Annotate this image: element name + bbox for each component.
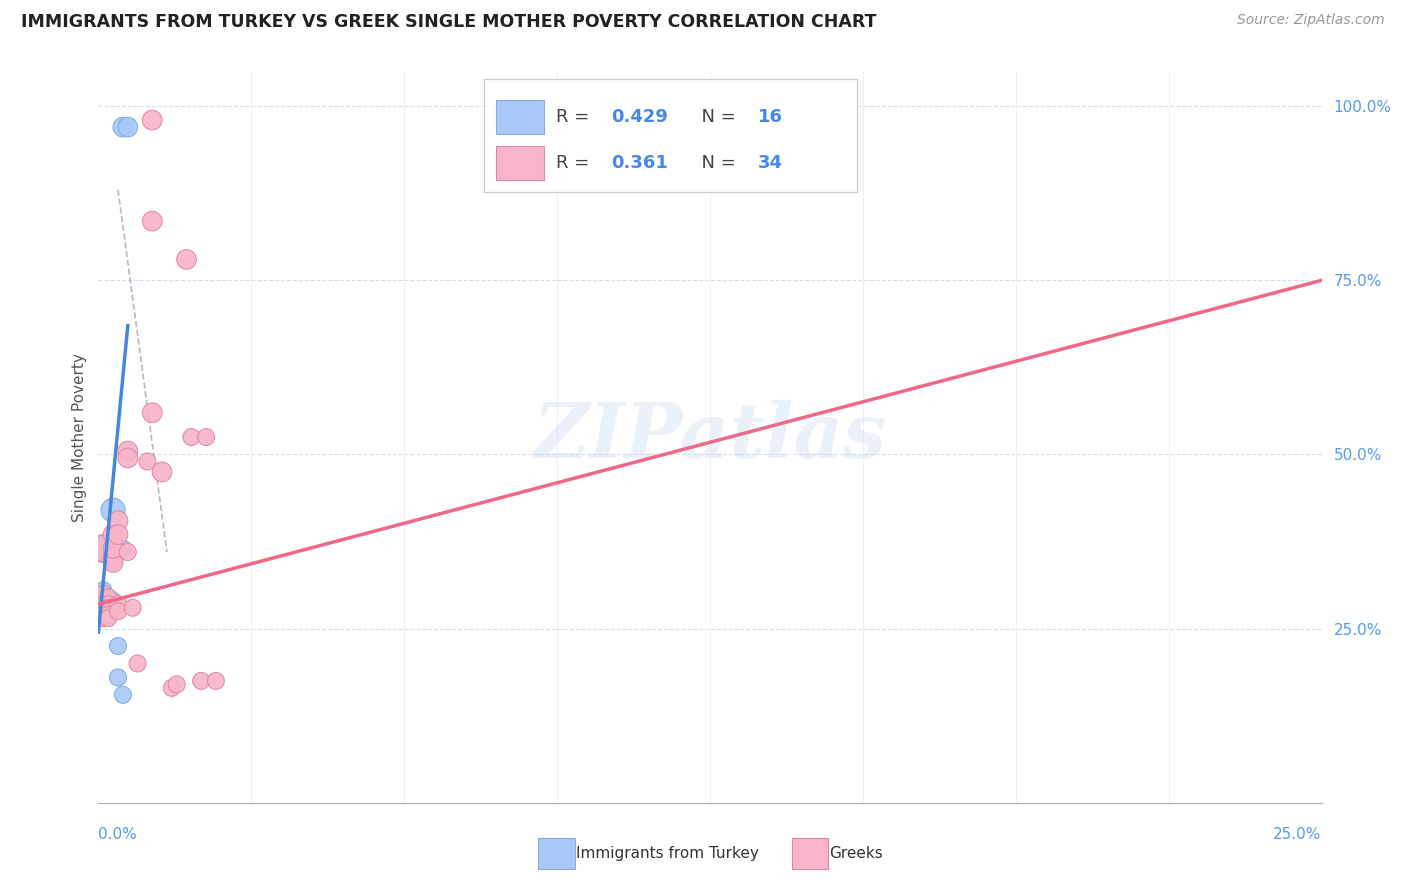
Point: [97, 591, 120, 605]
Text: IMMIGRANTS FROM TURKEY VS GREEK SINGLE MOTHER POVERTY CORRELATION CHART: IMMIGRANTS FROM TURKEY VS GREEK SINGLE M…: [21, 13, 876, 31]
Point: [141, 406, 163, 420]
Point: [101, 549, 124, 563]
Point: [190, 673, 212, 688]
Point: [91, 604, 114, 618]
Y-axis label: Single Mother Poverty: Single Mother Poverty: [72, 352, 87, 522]
Point: [97, 597, 120, 611]
Point: [176, 252, 198, 267]
Point: [195, 430, 218, 444]
Point: [180, 430, 202, 444]
Point: [117, 450, 139, 465]
Point: [101, 541, 124, 556]
Point: [107, 527, 129, 541]
Point: [111, 688, 134, 702]
Point: [91, 597, 114, 611]
Point: [91, 587, 114, 601]
Text: 0.361: 0.361: [612, 153, 668, 172]
Text: 25.0%: 25.0%: [1274, 827, 1322, 841]
Point: [166, 677, 188, 691]
Point: [91, 583, 114, 598]
Point: [107, 670, 129, 684]
Text: 0.429: 0.429: [612, 108, 668, 126]
Point: [111, 541, 134, 556]
Point: [141, 214, 163, 228]
Text: 16: 16: [758, 108, 783, 126]
Point: [91, 600, 114, 615]
Point: [97, 597, 120, 611]
Point: [97, 607, 120, 622]
Point: [160, 681, 183, 695]
Point: [111, 120, 134, 134]
Point: [101, 556, 124, 570]
Point: [150, 465, 173, 479]
Text: ZIPatlas: ZIPatlas: [533, 401, 887, 474]
Point: [97, 611, 120, 625]
Point: [97, 604, 120, 618]
Text: Immigrants from Turkey: Immigrants from Turkey: [576, 847, 759, 861]
Point: [117, 444, 139, 458]
Point: [107, 514, 129, 528]
Text: Source: ZipAtlas.com: Source: ZipAtlas.com: [1237, 13, 1385, 28]
Point: [107, 639, 129, 653]
Point: [101, 597, 124, 611]
Point: [101, 503, 124, 517]
Text: 34: 34: [758, 153, 783, 172]
FancyBboxPatch shape: [496, 146, 544, 179]
Text: Greeks: Greeks: [830, 847, 883, 861]
Point: [127, 657, 149, 671]
Point: [91, 611, 114, 625]
FancyBboxPatch shape: [484, 78, 856, 192]
Point: [107, 597, 129, 611]
Text: R =: R =: [555, 153, 595, 172]
Point: [136, 454, 159, 468]
Point: [101, 552, 124, 566]
Point: [101, 527, 124, 541]
Point: [91, 594, 114, 608]
Point: [121, 600, 143, 615]
Point: [97, 591, 120, 605]
Point: [91, 541, 114, 556]
Point: [141, 113, 163, 128]
Text: N =: N =: [690, 108, 742, 126]
Point: [101, 541, 124, 556]
Point: [205, 673, 228, 688]
Point: [91, 541, 114, 556]
Point: [107, 604, 129, 618]
Point: [97, 600, 120, 615]
Text: R =: R =: [555, 108, 595, 126]
Text: N =: N =: [690, 153, 742, 172]
Point: [91, 607, 114, 622]
Point: [101, 594, 124, 608]
Point: [117, 545, 139, 559]
Text: 0.0%: 0.0%: [98, 827, 138, 841]
Point: [117, 120, 139, 134]
FancyBboxPatch shape: [496, 100, 544, 134]
